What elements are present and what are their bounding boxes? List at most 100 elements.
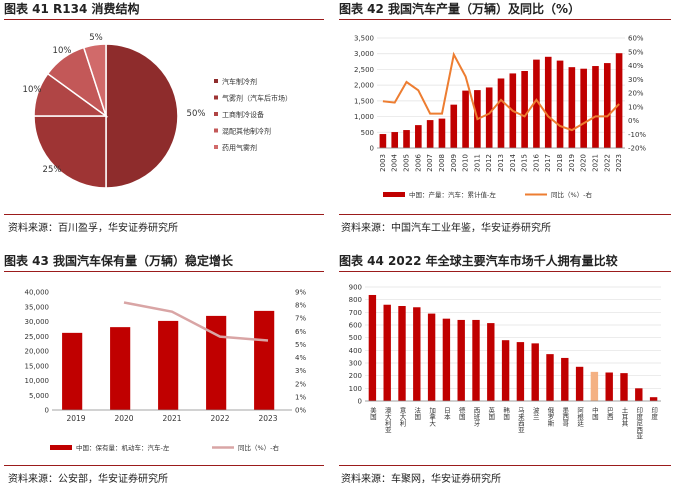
y-tick-label: 1,500: [354, 97, 374, 105]
bar: [592, 66, 599, 148]
legend-label: 汽车制冷剂: [222, 77, 257, 86]
bar: [533, 59, 540, 148]
bar: [590, 371, 599, 401]
bar: [620, 373, 628, 401]
bar: [487, 323, 495, 401]
source-note: 资料来源：中国汽车工业年鉴，华安证券研究所: [341, 223, 551, 234]
slice-label: 5%: [89, 33, 103, 43]
bar: [531, 343, 539, 401]
x-tick-label: 韩国: [502, 406, 510, 422]
y-tick-label: 500: [361, 129, 374, 137]
x-tick-label: 墨西哥: [561, 407, 569, 427]
source-rule: [339, 214, 671, 215]
bar: [615, 53, 623, 149]
y2-tick-label: 20%: [628, 90, 644, 98]
bar: [442, 318, 451, 401]
bar: [649, 397, 658, 401]
legend-label: 中国：产量：汽车：累计值-左: [409, 190, 496, 199]
x-tick-label: 2008: [438, 154, 446, 172]
y-tick-label: 800: [349, 296, 362, 304]
y-tick-label: 30,000: [25, 318, 50, 326]
y-tick-label: 5,000: [29, 392, 49, 400]
y2-tick-label: 0%: [295, 407, 306, 415]
x-tick-label: 土耳其: [620, 406, 628, 428]
bar: [497, 78, 505, 148]
source-note: 资料来源：公安部，华安证券研究所: [8, 474, 168, 485]
x-tick-label: 印度尼西亚: [635, 407, 643, 440]
bar: [383, 304, 391, 401]
y-tick-label: 100: [349, 385, 362, 393]
legend-label: 混配其他制冷剂: [222, 127, 271, 136]
bar: [544, 56, 552, 149]
y-tick-label: 0: [358, 398, 362, 406]
x-tick-label: 印度: [650, 407, 658, 422]
y2-tick-label: 6%: [295, 328, 306, 336]
bar: [568, 67, 576, 148]
x-tick-label: 2021: [591, 154, 599, 172]
bar: [398, 306, 406, 401]
x-tick-label: 2019: [568, 154, 576, 172]
y2-tick-label: -10%: [628, 131, 646, 139]
bar: [462, 90, 469, 148]
pie-slice: [105, 43, 179, 189]
x-tick-label: 法国: [413, 406, 421, 422]
x-tick-label: 2005: [403, 154, 411, 172]
bar: [158, 320, 179, 410]
x-tick-label: 2003: [379, 154, 387, 172]
x-tick-label: 日本: [442, 407, 450, 422]
title-rule: [4, 271, 324, 272]
x-tick-label: 2022: [210, 414, 229, 423]
y-tick-label: 300: [349, 360, 362, 368]
x-tick-label: 2004: [391, 153, 399, 171]
y-tick-label: 40,000: [25, 289, 50, 297]
y-tick-label: 2,000: [354, 82, 374, 90]
bar: [413, 307, 421, 401]
panel-cars-per-thousand: 图表 44 2022 年全球主要汽车市场千人拥有量比较 0 100 200 300 40…: [335, 252, 677, 491]
production-bar-line-chart: 0 500 1,000 1,500 2,000 2,500 3,000 3,500 -20% -1…: [354, 35, 646, 200]
legend-marker: [214, 145, 218, 149]
figure-title: 图表 41 R134 消费结构: [4, 2, 140, 16]
slice-label: 10%: [53, 46, 72, 56]
x-tick-label: 澳大利亚: [383, 406, 391, 434]
panel-r134-consumption: 图表 41 R134 消费结构 50% 25% 10% 10% 5% 汽车制冷剂 气雾剂（汽…: [0, 0, 332, 240]
x-tick-label: 2007: [426, 154, 434, 172]
y2-tick-label: 9%: [295, 289, 306, 297]
y-tick-label: 20,000: [25, 348, 50, 356]
slice-label: 50%: [187, 109, 206, 119]
y2-tick-label: 5%: [295, 341, 306, 349]
x-tick-label: 2011: [473, 154, 481, 172]
slice-label: 25%: [43, 165, 62, 175]
y-tick-label: 0: [45, 407, 49, 415]
bar: [521, 71, 528, 148]
y-tick-label: 2,500: [354, 66, 374, 74]
bar: [516, 342, 525, 401]
bar: [580, 68, 587, 148]
bar: [605, 372, 613, 401]
y-tick-label: 15,000: [25, 362, 50, 370]
x-tick-label: 意大利: [398, 406, 406, 427]
legend-label: 同比（%）-右: [238, 443, 280, 452]
y2-tick-label: 2%: [295, 380, 306, 388]
bar: [457, 319, 465, 401]
legend-label: 工商制冷设备: [222, 110, 264, 119]
panel-auto-production: 图表 42 我国汽车产量（万辆）及同比（%） 0 500 1,000 1,500 2,0…: [335, 0, 677, 240]
y-tick-label: 700: [349, 309, 362, 317]
bar: [427, 313, 436, 401]
x-tick-label: 2020: [114, 414, 133, 423]
bar: [438, 118, 446, 148]
figure-title: 图表 43 我国汽车保有量（万辆）稳定增长: [4, 254, 234, 268]
x-tick-label: 2018: [556, 154, 564, 172]
x-tick-label: 2016: [532, 153, 540, 171]
slice-label: 10%: [23, 85, 42, 95]
bar: [546, 354, 554, 401]
source-note: 资料来源：百川盈孚，华安证券研究所: [8, 223, 178, 234]
bar: [603, 63, 611, 148]
bar: [62, 332, 83, 410]
bar: [110, 327, 131, 410]
x-tick-label: 巴西: [605, 407, 613, 422]
bar: [206, 315, 227, 410]
x-tick-label: 2017: [544, 154, 552, 172]
y2-tick-label: 3%: [295, 367, 306, 375]
bar: [254, 310, 275, 410]
y-tick-label: 500: [349, 334, 362, 342]
